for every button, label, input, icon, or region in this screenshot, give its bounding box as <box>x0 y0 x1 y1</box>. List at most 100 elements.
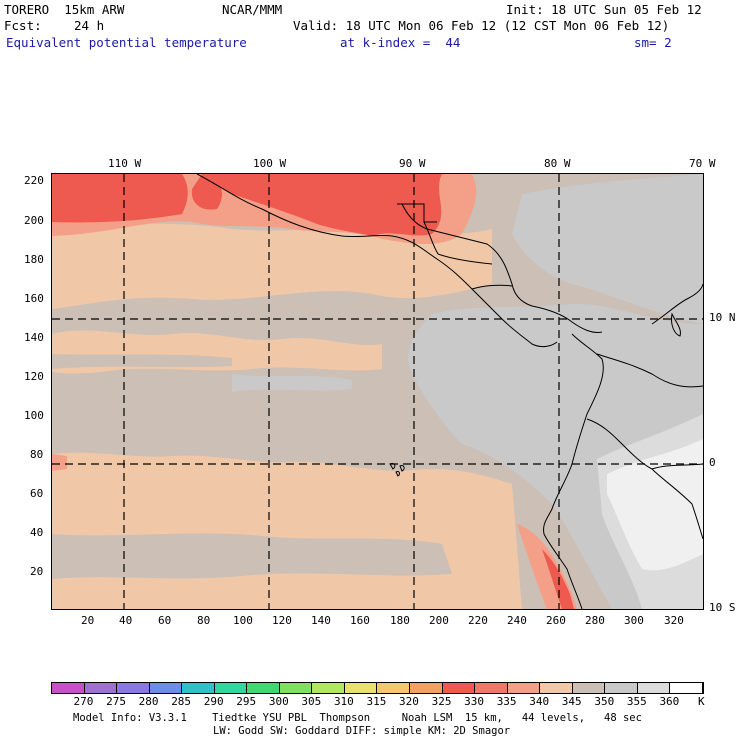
border-nicaragua <box>471 284 513 290</box>
galapagos-islands <box>389 463 405 477</box>
x-tick: 220 <box>468 614 488 627</box>
lat-lon-grid <box>52 174 703 609</box>
colorbar-level-label: 335 <box>496 695 517 708</box>
colorbar-swatch <box>377 683 411 693</box>
colorbar-swatch <box>540 683 573 693</box>
colorbar-level-label: 295 <box>236 695 257 708</box>
x-tick: 160 <box>350 614 370 627</box>
lon-label-70w: 70 W <box>689 157 716 170</box>
colorbar-level-label: 280 <box>138 695 159 708</box>
valid-time: Valid: 18 UTC Mon 06 Feb 12 (12 CST Mon … <box>293 18 670 33</box>
smoothing-info: sm= 2 <box>634 35 672 50</box>
field-band-330 <box>202 174 442 236</box>
lat-label-10s: 10 S <box>709 601 736 614</box>
x-tick: 80 <box>197 614 211 627</box>
colorbar-level-label: 310 <box>333 695 354 708</box>
colorbar-level-label: 360 <box>659 695 680 708</box>
field-band-330 <box>542 549 574 609</box>
x-tick: 320 <box>664 614 684 627</box>
model-info: Model Info: V3.3.1 Tiedtke YSU PBL Thomp… <box>73 712 642 724</box>
field-band-330 <box>191 174 222 210</box>
border-brazil <box>651 463 703 470</box>
y-tick: 100 <box>24 409 44 422</box>
colorbar-level-label: 350 <box>594 695 615 708</box>
colorbar-swatch <box>637 683 671 693</box>
init-time: Init: 18 UTC Sun 05 Feb 12 <box>506 2 702 17</box>
colorbar-swatch <box>84 683 118 693</box>
field-band-350 <box>232 374 352 392</box>
coastline-central-america <box>196 174 558 348</box>
model-name: TORERO 15km ARW <box>4 2 125 17</box>
coastline-south-america <box>543 333 604 609</box>
colorbar-level-label: 285 <box>171 695 192 708</box>
colorbar-swatch <box>442 683 476 693</box>
x-tick: 280 <box>585 614 605 627</box>
y-tick: 60 <box>30 487 44 500</box>
x-tick: 120 <box>272 614 292 627</box>
y-tick: 200 <box>24 214 44 227</box>
colorbar-swatch <box>52 683 85 693</box>
border-colombia <box>596 353 703 388</box>
lon-label-90w: 90 W <box>399 157 426 170</box>
colorbar-swatch <box>605 683 638 693</box>
field-title: Equivalent potential temperature <box>6 35 247 50</box>
x-tick: 20 <box>81 614 95 627</box>
field-band-330 <box>52 174 188 223</box>
y-tick: 80 <box>30 448 44 461</box>
colorbar-level-label: 270 <box>73 695 94 708</box>
field-band-360 <box>607 439 703 571</box>
colorbar-level-label: 325 <box>431 695 452 708</box>
x-tick: 260 <box>546 614 566 627</box>
y-tick: 40 <box>30 526 44 539</box>
map-panel <box>51 173 704 610</box>
y-tick: 220 <box>24 174 44 187</box>
colorbar-swatch <box>247 683 280 693</box>
colorbar-swatch <box>670 683 703 693</box>
y-tick: 20 <box>30 565 44 578</box>
colorbar-unit: K <box>698 695 705 708</box>
field-band-340 <box>52 452 522 609</box>
physics-info: LW: Godd SW: Goddard DIFF: simple KM: 2D… <box>213 725 511 737</box>
colorbar-level-label: 300 <box>268 695 289 708</box>
border-guatemala <box>423 221 439 255</box>
x-tick: 140 <box>311 614 331 627</box>
x-tick: 200 <box>429 614 449 627</box>
colorbar-level-label: 320 <box>399 695 419 708</box>
colorbar-swatch <box>475 683 508 693</box>
y-tick: 180 <box>24 253 44 266</box>
y-tick: 120 <box>24 370 44 383</box>
colorbar-swatch <box>117 683 150 693</box>
field-band-345 <box>52 533 452 579</box>
colorbar-level-label: 305 <box>301 695 322 708</box>
colorbar-swatch <box>312 683 345 693</box>
colorbar-swatch <box>149 683 183 693</box>
forecast-hours: 24 h <box>74 18 105 33</box>
colorbar-swatch <box>507 683 541 693</box>
colorbar-level-label: 340 <box>529 695 550 708</box>
colorbar-swatch <box>182 683 215 693</box>
lake-maracaibo <box>671 312 681 337</box>
x-tick: 300 <box>624 614 644 627</box>
x-tick: 180 <box>390 614 410 627</box>
x-tick: 40 <box>119 614 133 627</box>
border-peru <box>651 468 703 540</box>
x-tick: 240 <box>507 614 527 627</box>
coastlines <box>196 174 703 609</box>
colorbar-swatch <box>214 683 248 693</box>
field-band-335 <box>52 454 67 471</box>
field-band-340 <box>52 494 382 529</box>
colorbar-swatch <box>572 683 606 693</box>
border-honduras <box>437 253 493 265</box>
field-band-350 <box>512 174 703 324</box>
colorbar-swatch <box>344 683 378 693</box>
colorbar-swatch <box>279 683 313 693</box>
lat-label-10n: 10 N <box>709 311 736 324</box>
x-tick: 60 <box>158 614 172 627</box>
colorbar-level-label: 345 <box>561 695 582 708</box>
colorbar-level-label: 355 <box>626 695 647 708</box>
colorbar-level-label: 290 <box>203 695 224 708</box>
x-tick: 100 <box>233 614 253 627</box>
forecast-label: Fcst: <box>4 18 42 33</box>
lon-label-80w: 80 W <box>544 157 571 170</box>
colorbar-level-label: 330 <box>464 695 485 708</box>
